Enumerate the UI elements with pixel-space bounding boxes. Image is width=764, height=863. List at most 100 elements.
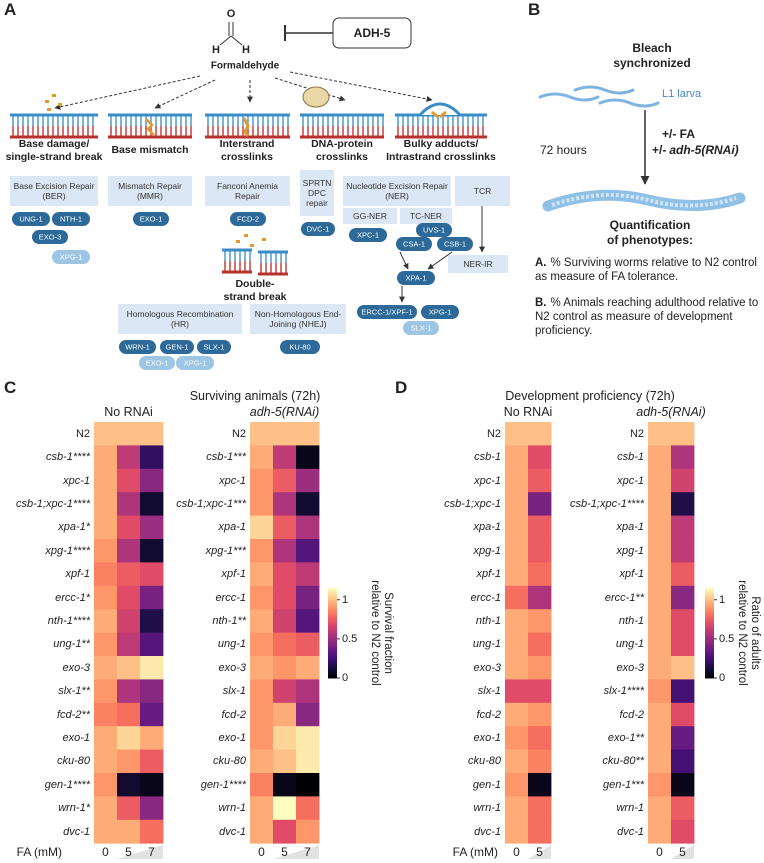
y-tick-label: xpa-1* [58,521,90,534]
protein-pill [197,340,231,354]
measure-key: B. [535,297,547,309]
heatmap-cell [117,749,141,774]
rnai-name: adh-5(RNAi) [669,143,739,157]
protein-pill [403,321,439,335]
stage-label: L1 larva [662,88,702,100]
treatment-label: +/- adh-5(RNAi) [652,143,739,157]
y-tick-label: nth-1 [618,614,644,627]
x-axis-label: FA (mM) [452,845,498,859]
chart-title: Surviving animals (72h) [189,389,321,403]
heatmap-cell [296,585,320,610]
pathway-box [205,176,290,206]
adduct [431,110,447,119]
colorbar-step [705,666,714,669]
colorbar-step [705,612,714,615]
lesion [47,108,51,111]
colorbar-step [328,636,337,639]
lesion-title: Base mismatch [111,144,189,156]
y-tick-label: N2 [486,427,501,440]
heatmap-cell [94,773,118,797]
colorbar-step [705,654,714,657]
heatmap-cell [273,515,297,540]
heatmap-cell [671,492,695,516]
protein-label: CSB-1 [443,239,467,249]
colorbar-step [705,664,714,667]
heatmap-cell [296,679,320,704]
heatmap-cell [140,468,164,493]
heatmap-cell [505,445,529,470]
x-tick-label: 0 [258,845,265,859]
colorbar-step [705,620,714,623]
heatmap-cell [296,632,320,657]
heatmap-cell [273,562,297,587]
heatmap-cell [296,819,320,844]
heatmap-cell [117,445,141,470]
heatmap-cell [505,773,529,797]
protein-pill [357,305,417,319]
pathway-box [343,176,451,206]
heatmap-cell [94,632,118,657]
colorbar-step [328,660,337,663]
subplot-title: adh-5(RNAi) [249,405,320,419]
colorbar-step [705,598,714,601]
y-tick-label: fcd-2** [56,708,90,721]
colorbar-step [705,642,714,645]
protein-label: XPC-1 [356,230,380,240]
heatmap-cell [250,562,274,587]
heatmap-cell [648,445,672,470]
heatmap-cell [117,539,141,563]
protein-pill [280,340,320,354]
colorbar-step [328,662,337,665]
heatmap-cell [250,539,274,563]
heatmap-cell [140,819,164,844]
heatmap-cell [671,562,695,587]
heatmap-cell [296,656,320,680]
heatmap-cell [528,468,552,493]
atom: O [226,8,236,20]
heatmap-cell [94,562,118,587]
y-tick-label: cku-80 [56,755,90,768]
heatmap-cell [671,515,695,540]
heatmap-cell [528,726,552,750]
protein-label: DVC-1 [306,224,330,234]
subplot-title: adh-5(RNAi) [636,405,706,419]
y-tick-label: xpa-1 [218,521,246,534]
x-tick-label: 0 [102,845,109,859]
heatmap-cell [273,609,297,633]
colorbar-step [328,598,337,601]
heatmap-cell [140,749,164,774]
step-label: synchronized [613,56,691,70]
colorbar-step [705,658,714,661]
colorbar-step [328,676,337,679]
y-tick-label: csb-1 [474,451,501,464]
colorbar-step [705,618,714,621]
heatmap-cell [140,796,164,821]
heatmap-cell [94,445,118,470]
heatmap-cell [117,632,141,657]
lesion-title: Base damage/ [18,138,90,150]
protein-pill [176,356,214,370]
heatmap-cell [671,656,695,680]
heatmap-cell [250,773,274,797]
heatmap-cell [648,796,672,821]
colorbar-step [328,656,337,659]
heatmap-cell [296,773,320,797]
heatmap-cell [273,796,297,821]
protein-label: ERCC-1/XPF-1 [361,307,413,317]
subplot-title: No RNAi [503,405,553,419]
pathway-box [300,170,334,216]
colorbar-tick-label: 0 [719,672,726,684]
protein-label: CSA-1 [402,239,426,249]
colorbar-step [705,604,714,607]
colorbar-label: Survival fraction [382,592,394,674]
pathway: Mismatch Repair (MMR) [118,181,182,201]
heatmap-cell [140,492,164,516]
mismatch [145,118,155,136]
heatmap-cell [117,656,141,680]
y-tick-label: exo-1 [473,731,501,744]
y-tick-label: ercc-1 [215,591,246,604]
y-tick-label: dvc-1 [617,825,644,838]
colorbar-step [328,672,337,675]
heatmap-cell [505,749,529,774]
